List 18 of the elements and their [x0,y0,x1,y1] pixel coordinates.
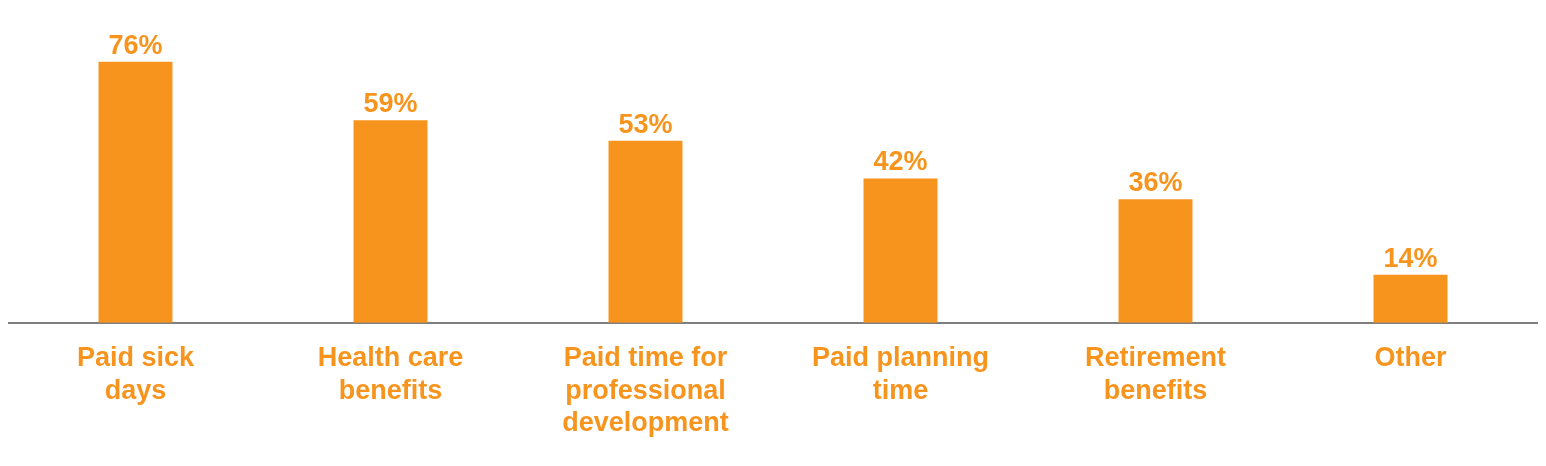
x-tick-label: Other [1374,342,1447,373]
data-label: 36% [1128,167,1183,198]
x-tick-label: Paid time for professional development [562,342,729,438]
bar [1118,199,1193,323]
bar [353,120,428,323]
bar [608,140,683,323]
data-label: 53% [618,108,673,139]
x-tick-label: Health care benefits [317,342,464,405]
x-tick-label: Paid sick days [76,342,196,405]
x-tick-label: Retirement benefits [1084,342,1227,405]
bar [98,61,173,323]
x-tick-label: Paid planning time [811,342,990,405]
bar [1373,274,1448,323]
data-label: 42% [873,146,928,177]
bar [863,178,938,323]
data-label: 14% [1383,242,1438,273]
data-label: 59% [363,88,418,119]
data-label: 76% [108,29,163,60]
